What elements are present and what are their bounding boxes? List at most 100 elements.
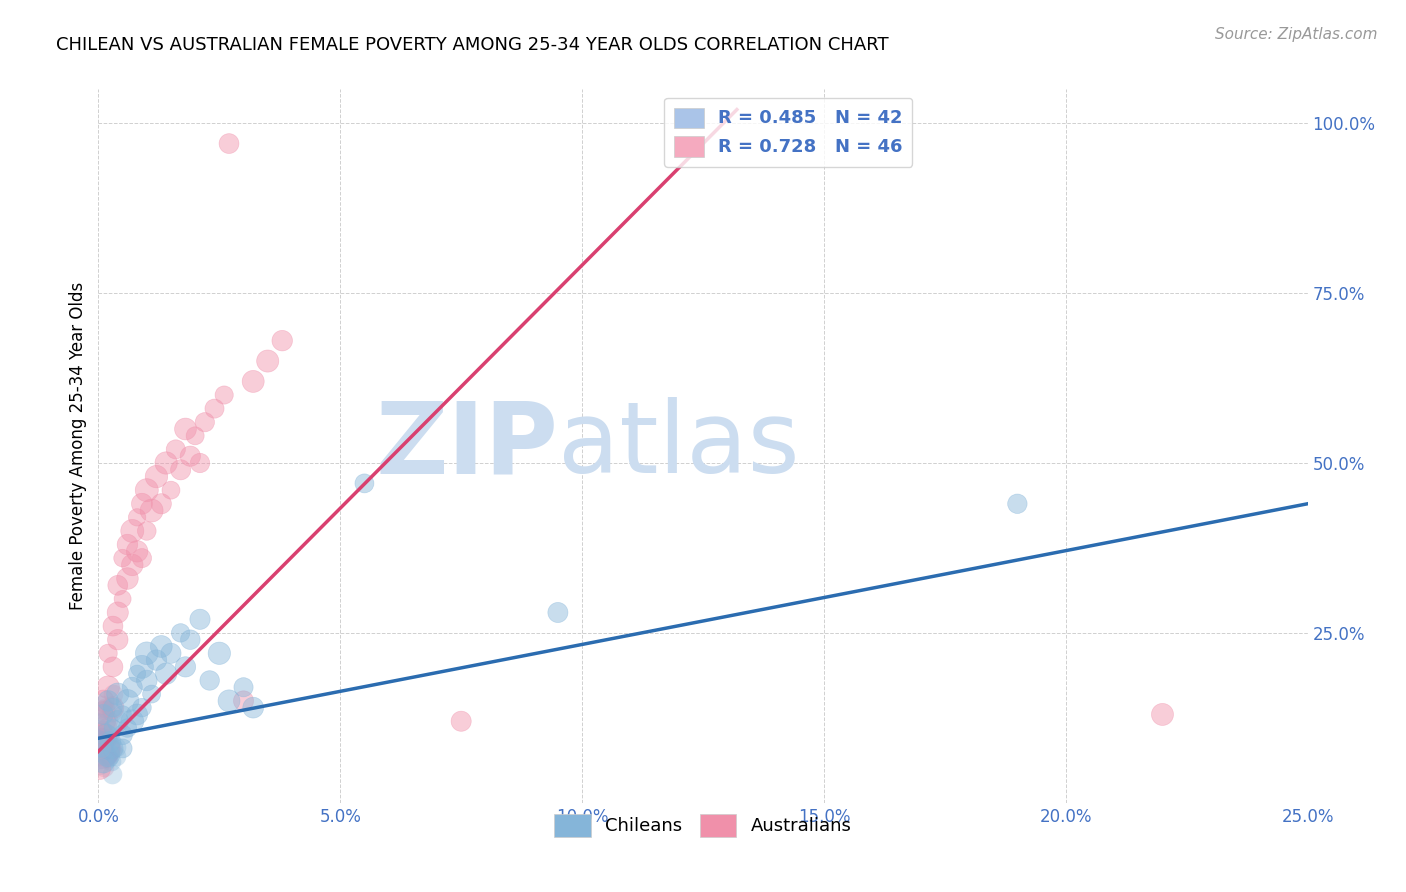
Point — [127, 707, 149, 722]
Point — [100, 742, 122, 756]
Point — [90, 722, 112, 736]
Point — [101, 700, 124, 714]
Point — [121, 714, 143, 729]
Point — [107, 714, 129, 729]
Point — [160, 483, 183, 498]
Point — [208, 646, 231, 660]
Point — [107, 606, 129, 620]
Text: Source: ZipAtlas.com: Source: ZipAtlas.com — [1215, 27, 1378, 42]
Point — [212, 388, 235, 402]
Point — [204, 401, 226, 416]
Point — [1007, 497, 1029, 511]
Point — [174, 660, 197, 674]
Point — [96, 747, 118, 762]
Point — [194, 415, 217, 429]
Point — [450, 714, 472, 729]
Point — [87, 715, 110, 730]
Point — [94, 701, 117, 715]
Point — [121, 558, 143, 572]
Point — [101, 767, 124, 781]
Point — [145, 469, 167, 483]
Point — [256, 354, 278, 368]
Point — [117, 694, 139, 708]
Point — [93, 731, 115, 745]
Point — [179, 632, 201, 647]
Point — [93, 734, 115, 748]
Point — [98, 729, 121, 743]
Legend: Chileans, Australians: Chileans, Australians — [547, 807, 859, 844]
Point — [91, 707, 114, 722]
Y-axis label: Female Poverty Among 25-34 Year Olds: Female Poverty Among 25-34 Year Olds — [69, 282, 87, 610]
Point — [90, 723, 112, 737]
Point — [97, 680, 120, 694]
Point — [93, 725, 115, 739]
Point — [97, 694, 120, 708]
Point — [91, 703, 114, 717]
Point — [91, 694, 114, 708]
Point — [101, 687, 124, 701]
Point — [135, 673, 157, 688]
Point — [97, 646, 120, 660]
Point — [107, 578, 129, 592]
Point — [169, 626, 191, 640]
Point — [111, 741, 134, 756]
Point — [198, 673, 221, 688]
Point — [218, 694, 240, 708]
Point — [101, 619, 124, 633]
Point — [127, 544, 149, 558]
Point — [100, 754, 122, 768]
Point — [353, 476, 375, 491]
Point — [100, 705, 122, 719]
Point — [131, 551, 153, 566]
Point — [111, 551, 134, 566]
Point — [131, 660, 153, 674]
Point — [174, 422, 197, 436]
Point — [188, 456, 211, 470]
Point — [101, 700, 124, 714]
Text: atlas: atlas — [558, 398, 800, 494]
Point — [141, 687, 163, 701]
Point — [93, 760, 115, 774]
Point — [188, 612, 211, 626]
Point — [111, 707, 134, 722]
Point — [141, 503, 163, 517]
Point — [101, 741, 124, 756]
Point — [127, 666, 149, 681]
Point — [107, 687, 129, 701]
Point — [150, 497, 173, 511]
Point — [94, 728, 117, 742]
Point — [242, 700, 264, 714]
Point — [89, 749, 111, 764]
Point — [242, 375, 264, 389]
Point — [101, 660, 124, 674]
Point — [131, 497, 153, 511]
Point — [91, 755, 114, 769]
Point — [91, 728, 114, 742]
Point — [111, 591, 134, 606]
Point — [117, 721, 139, 735]
Point — [121, 524, 143, 538]
Point — [89, 762, 111, 776]
Point — [131, 700, 153, 714]
Point — [232, 680, 254, 694]
Point — [121, 680, 143, 694]
Point — [111, 728, 134, 742]
Point — [91, 698, 114, 712]
Text: CHILEAN VS AUSTRALIAN FEMALE POVERTY AMONG 25-34 YEAR OLDS CORRELATION CHART: CHILEAN VS AUSTRALIAN FEMALE POVERTY AMO… — [56, 36, 889, 54]
Point — [547, 606, 569, 620]
Point — [165, 442, 187, 457]
Point — [135, 646, 157, 660]
Point — [90, 741, 112, 756]
Point — [100, 734, 122, 748]
Point — [97, 748, 120, 763]
Point — [104, 740, 127, 755]
Point — [104, 749, 127, 764]
Point — [135, 483, 157, 498]
Point — [160, 646, 183, 660]
Point — [127, 510, 149, 524]
Point — [96, 731, 118, 746]
Point — [97, 713, 120, 727]
Point — [107, 632, 129, 647]
Point — [89, 758, 111, 772]
Point — [135, 524, 157, 538]
